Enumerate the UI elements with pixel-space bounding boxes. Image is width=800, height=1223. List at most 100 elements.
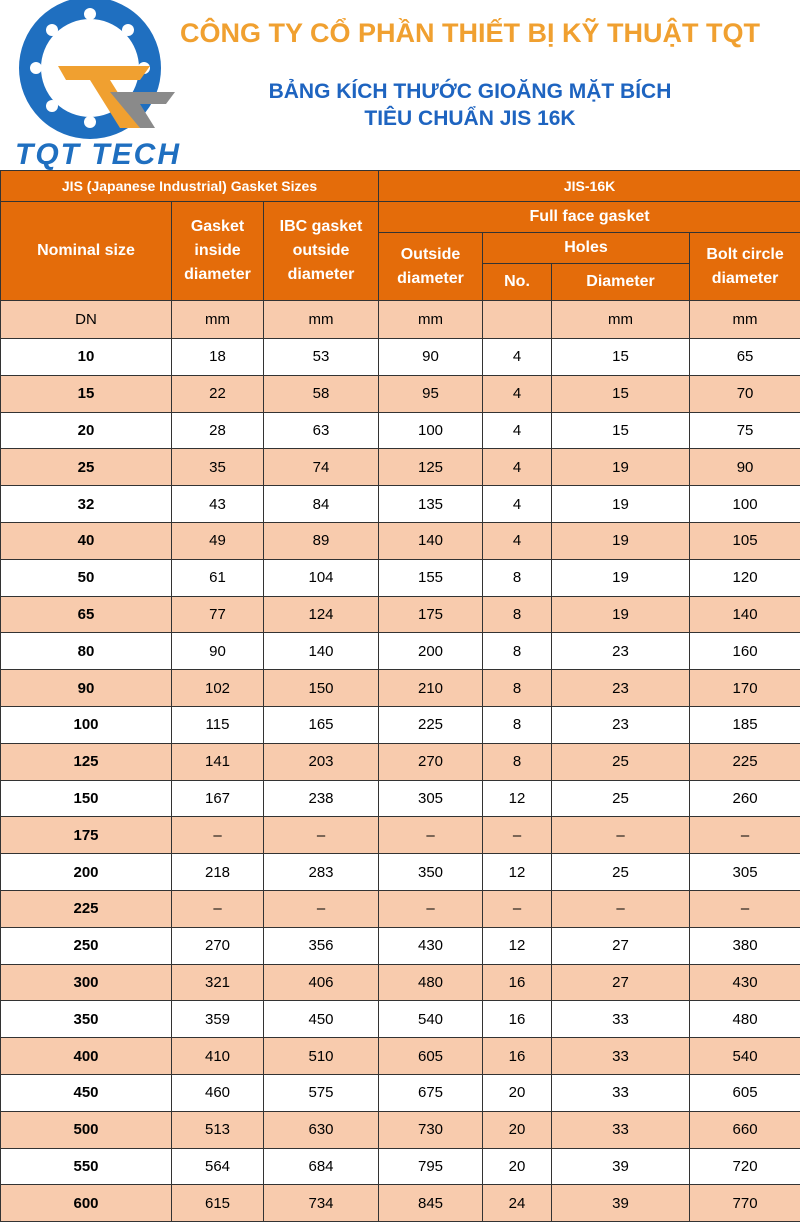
value-cell: 225 <box>689 742 800 781</box>
value-cell: 480 <box>689 1000 800 1039</box>
value-cell: 795 <box>378 1147 484 1186</box>
value-cell: 4 <box>482 521 553 560</box>
nominal-size-cell: 450 <box>0 1073 172 1112</box>
value-cell: 8 <box>482 669 553 707</box>
nominal-size-cell: 90 <box>0 669 172 707</box>
column-header: IBC gasket outside diameter <box>262 201 380 301</box>
nominal-size-cell: 550 <box>0 1147 172 1186</box>
value-cell: 450 <box>262 1000 380 1039</box>
value-cell: 380 <box>689 926 800 965</box>
unit-cell: mm <box>551 300 691 339</box>
value-cell: – <box>262 889 380 928</box>
value-cell: 8 <box>482 632 553 671</box>
value-cell: 564 <box>171 1147 264 1186</box>
value-cell: 8 <box>482 558 553 597</box>
value-cell: 4 <box>482 338 553 376</box>
value-cell: 35 <box>171 448 264 487</box>
value-cell: 200 <box>378 632 484 671</box>
value-cell: 19 <box>551 448 691 487</box>
value-cell: 283 <box>262 853 380 891</box>
value-cell: 27 <box>551 926 691 965</box>
value-cell: 510 <box>262 1037 380 1075</box>
value-cell: 321 <box>171 963 264 1002</box>
value-cell: 15 <box>551 411 691 450</box>
value-cell: 170 <box>689 669 800 707</box>
data-row: 175– – – – – – <box>0 816 800 855</box>
value-cell: – <box>171 889 264 928</box>
data-row: 225– – – – – – <box>0 889 800 928</box>
group-header: Holes <box>482 232 691 264</box>
value-cell: 8 <box>482 742 553 781</box>
value-cell: 15 <box>551 338 691 376</box>
data-row: 65 77 124 175 8 19 140 <box>0 595 800 634</box>
value-cell: 58 <box>262 374 380 413</box>
nominal-size-cell: 250 <box>0 926 172 965</box>
value-cell: – <box>551 816 691 855</box>
value-cell: 25 <box>551 779 691 818</box>
value-cell: 89 <box>262 521 380 560</box>
title: BẢNG KÍCH THƯỚC GIOĂNG MẶT BÍCH <box>268 80 672 103</box>
value-cell: 25 <box>551 742 691 781</box>
value-cell: 77 <box>171 595 264 634</box>
value-cell: 615 <box>171 1184 264 1223</box>
data-row: 10 18 53 90 4 15 65 <box>0 338 800 376</box>
value-cell: 23 <box>551 669 691 707</box>
value-cell: – <box>378 816 484 855</box>
value-cell: – <box>482 889 553 928</box>
value-cell: 12 <box>482 926 553 965</box>
nominal-size-cell: 400 <box>0 1037 172 1075</box>
value-cell: 185 <box>689 705 800 744</box>
gasket-table: JIS (Japanese Industrial) Gasket Sizes JI… <box>0 170 800 1223</box>
nominal-size-cell: 150 <box>0 779 172 818</box>
data-row: 400 410 510 605 16 33 540 <box>0 1037 800 1075</box>
value-cell: 734 <box>262 1184 380 1223</box>
value-cell: 675 <box>378 1073 484 1112</box>
value-cell: 33 <box>551 1073 691 1112</box>
value-cell: 203 <box>262 742 380 781</box>
value-cell: 4 <box>482 485 553 523</box>
value-cell: 540 <box>378 1000 484 1039</box>
nominal-size-cell: 32 <box>0 485 172 523</box>
value-cell: – <box>262 816 380 855</box>
data-row: 550 564 684 795 20 39 720 <box>0 1147 800 1186</box>
unit-cell: DN <box>0 300 172 339</box>
value-cell: 660 <box>689 1110 800 1149</box>
column-header: Diameter <box>551 263 691 301</box>
nominal-size-cell: 80 <box>0 632 172 671</box>
value-cell: 90 <box>171 632 264 671</box>
group-header: JIS-16K <box>378 170 800 202</box>
value-cell: 18 <box>171 338 264 376</box>
value-cell: 4 <box>482 448 553 487</box>
value-cell: 410 <box>171 1037 264 1075</box>
nominal-size-cell: 175 <box>0 816 172 855</box>
value-cell: 63 <box>262 411 380 450</box>
unit-cell: mm <box>262 300 380 339</box>
value-cell: 356 <box>262 926 380 965</box>
unit-cell: mm <box>171 300 264 339</box>
value-cell: 15 <box>551 374 691 413</box>
value-cell: 16 <box>482 963 553 1002</box>
logo: TQT TECH <box>15 0 179 170</box>
data-row: 32 43 84 135 4 19 100 <box>0 485 800 523</box>
column-header: Outside diameter <box>378 232 484 301</box>
nominal-size-cell: 15 <box>0 374 172 413</box>
value-cell: 270 <box>378 742 484 781</box>
value-cell: 140 <box>378 521 484 560</box>
data-row: 600 615 734 845 24 39 770 <box>0 1184 800 1223</box>
value-cell: – <box>689 816 800 855</box>
value-cell: 19 <box>551 485 691 523</box>
value-cell: 260 <box>689 779 800 818</box>
value-cell: 140 <box>262 632 380 671</box>
nominal-size-cell: 20 <box>0 411 172 450</box>
value-cell: 20 <box>482 1147 553 1186</box>
value-cell: 84 <box>262 485 380 523</box>
value-cell: 605 <box>689 1073 800 1112</box>
value-cell: 210 <box>378 669 484 707</box>
title: TIÊU CHUẨN JIS 16K <box>364 107 576 130</box>
value-cell: 33 <box>551 1110 691 1149</box>
value-cell: 4 <box>482 411 553 450</box>
value-cell: – <box>482 816 553 855</box>
value-cell: 74 <box>262 448 380 487</box>
header: TQT TECH CÔNG TY CỔ PHẦN THIẾT BỊ KỸ THU… <box>0 0 800 170</box>
